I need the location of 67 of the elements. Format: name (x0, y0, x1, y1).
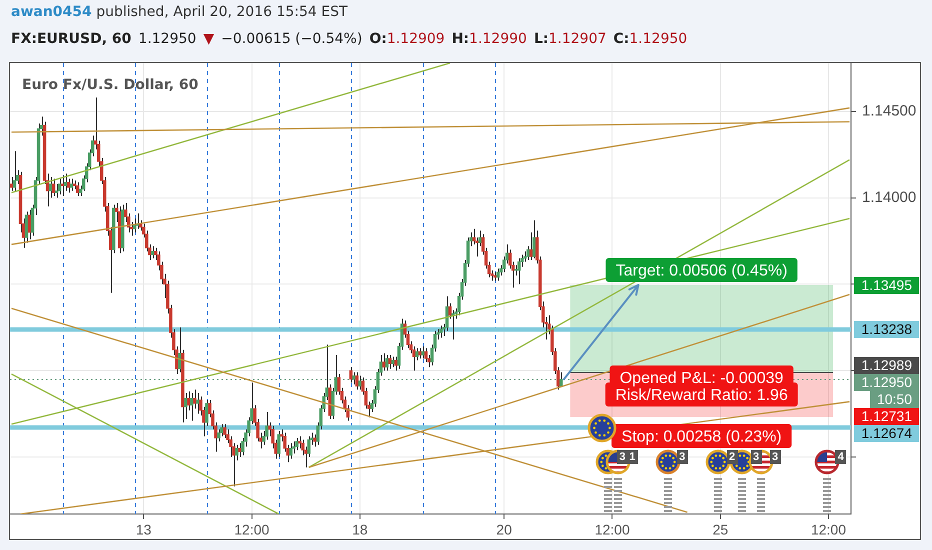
annotation: Opened P&L: -0.00039 (620, 370, 784, 387)
x-tick-label: 20 (496, 521, 512, 538)
candlestick (349, 366, 353, 384)
annotation: 2 (726, 450, 738, 464)
text: Euro Fx/U.S. Dollar, 60 (22, 77, 198, 93)
chart-title: FX:EURUSD, 60 (11, 31, 132, 47)
candlestick (235, 444, 238, 461)
candlestick (60, 174, 64, 197)
text: 10:50 (870, 390, 919, 408)
candlestick (313, 434, 316, 448)
x-tick-label: 12:00 (594, 521, 630, 538)
candlestick (382, 352, 386, 372)
text: −0.00615 (−0.54%) (221, 31, 362, 47)
candlestick (10, 176, 14, 192)
text: L:1.12907 (534, 31, 606, 47)
candlestick (526, 246, 530, 260)
x-tick-label: 13 (136, 521, 152, 538)
ref-line-label: 1.12674 (854, 424, 919, 442)
text: O:1.12909 (369, 31, 445, 47)
annotation: Target: 0.00506 (0.45%) (616, 262, 788, 280)
candlestick (358, 375, 362, 390)
ref-line-label: 1.12950 (854, 374, 919, 391)
candlestick (48, 176, 52, 198)
annotation: 4 (835, 450, 846, 464)
candlestick (421, 346, 425, 359)
candlestick (58, 178, 62, 195)
annotation: 3 (616, 450, 628, 464)
x-tick-label: 12:00 (810, 521, 846, 538)
x-tick-label: 12:00 (234, 521, 270, 538)
candlestick (28, 209, 32, 240)
candlestick (12, 150, 16, 192)
candlestick (415, 348, 419, 361)
ref-line-label: 1.13238 (854, 320, 919, 338)
text: ▼ (203, 31, 214, 47)
candlestick (295, 437, 298, 451)
candlestick (187, 390, 190, 411)
ref-line-label: 1.12989 (854, 356, 919, 374)
candlestick (76, 182, 80, 197)
candlestick (52, 178, 56, 197)
annotation: Risk/Reward Ratio: 1.96 (615, 386, 788, 404)
text: H:1.12990 (452, 31, 527, 47)
text: awan0454 published, April 20, 2016 15:54 EST (11, 4, 348, 20)
band-label: 1.13495 (854, 276, 919, 294)
annotation: 3 (770, 450, 780, 464)
candlestick (277, 430, 280, 458)
candlestick (190, 392, 194, 422)
text: C:1.12950 (613, 31, 688, 47)
candlestick (418, 348, 422, 359)
annotation: 1 (626, 450, 638, 464)
candlestick (529, 232, 533, 260)
x-tick-label: 18 (352, 521, 368, 538)
candlestick (54, 183, 58, 198)
annotation: 3 (676, 450, 688, 464)
candlestick (388, 354, 392, 370)
y-tick-label: 1.14500 (862, 102, 916, 120)
x-tick-label: 25 (712, 521, 728, 538)
annotation: 3 (750, 450, 762, 464)
text: 1.12950 (138, 31, 196, 47)
candlestick (289, 442, 292, 460)
candlestick (385, 354, 389, 372)
y-tick-label: 1.14000 (862, 188, 916, 206)
band-label: 1.12731 (854, 408, 919, 425)
candlestick (532, 220, 536, 259)
candlestick (184, 392, 188, 420)
candlestick (355, 372, 359, 390)
annotation: Stop: 0.00258 (0.23%) (622, 428, 782, 446)
candlestick (560, 372, 563, 388)
